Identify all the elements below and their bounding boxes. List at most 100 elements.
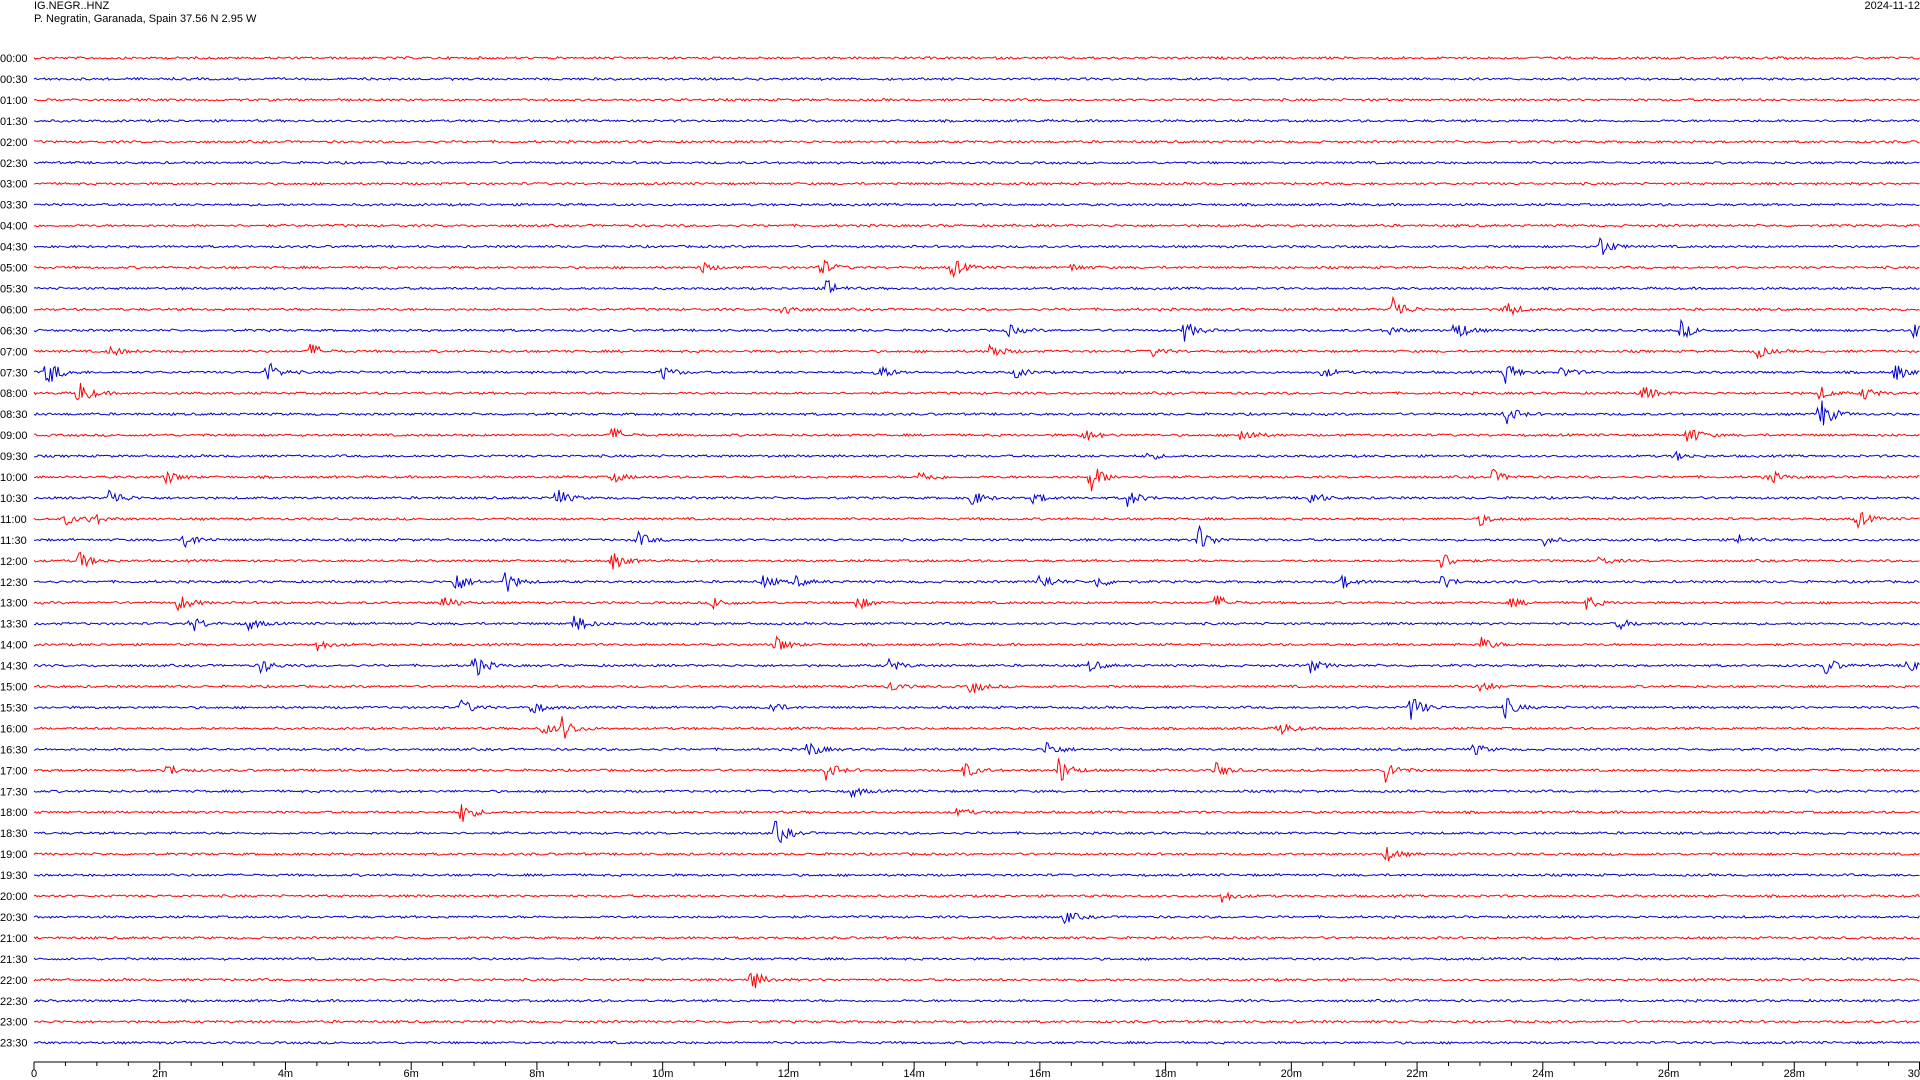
- row-label: 22:30: [0, 996, 28, 1008]
- trace-row-1800: [33, 804, 1920, 822]
- row-label: 11:30: [0, 535, 27, 547]
- row-label: 08:30: [0, 409, 28, 421]
- trace-row-1130: [33, 524, 1920, 549]
- row-label: 06:30: [0, 325, 28, 337]
- row-label: 23:00: [0, 1017, 28, 1029]
- trace-row-0130: [33, 118, 1920, 124]
- trace-row-0500: [33, 259, 1920, 279]
- trace-row-1600: [33, 716, 1920, 739]
- trace-row-0230: [33, 160, 1920, 165]
- row-label: 10:00: [0, 472, 28, 484]
- trace-row-0100: [33, 97, 1920, 103]
- row-label: 08:00: [0, 388, 28, 400]
- trace-row-0200: [33, 139, 1920, 144]
- row-label: 10:30: [0, 493, 28, 505]
- x-tick-label: 24m: [1532, 1068, 1553, 1080]
- trace-row-0630: [33, 318, 1920, 342]
- trace-row-0930: [33, 450, 1920, 461]
- row-label: 04:30: [0, 242, 28, 254]
- plot-date: 2024-11-12: [1864, 0, 1920, 12]
- trace-row-0300: [33, 181, 1920, 186]
- row-label: 03:00: [0, 179, 28, 191]
- trace-row-0700: [34, 343, 1920, 360]
- x-tick-label: 16m: [1029, 1068, 1050, 1080]
- x-tick-label: 10m: [652, 1068, 673, 1080]
- x-tick-label: 2m: [152, 1068, 167, 1080]
- trace-row-2030: [33, 912, 1920, 925]
- trace-row-0800: [33, 382, 1920, 401]
- trace-row-1530: [33, 698, 1920, 720]
- row-label: 17:30: [0, 786, 28, 798]
- trace-row-1630: [33, 741, 1920, 755]
- row-label: 00:30: [0, 74, 28, 86]
- row-label: 01:00: [0, 95, 28, 107]
- row-label: 15:30: [0, 702, 28, 714]
- trace-row-0830: [33, 400, 1920, 426]
- trace-row-1400: [33, 635, 1920, 652]
- trace-row-2330: [33, 1040, 1920, 1045]
- x-tick-label: 4m: [278, 1068, 293, 1080]
- row-label: 21:00: [0, 933, 28, 945]
- row-label: 23:30: [0, 1038, 28, 1050]
- x-tick-label: 26m: [1658, 1068, 1679, 1080]
- trace-row-0900: [34, 428, 1920, 442]
- row-label: 20:30: [0, 912, 28, 924]
- row-label: 02:30: [0, 158, 28, 170]
- row-label: 09:30: [0, 451, 28, 463]
- row-label: 00:00: [0, 53, 28, 65]
- row-label: 16:30: [0, 744, 28, 756]
- row-label: 07:00: [0, 346, 28, 358]
- trace-row-0730: [33, 362, 1920, 384]
- x-tick-label: 0: [31, 1068, 37, 1080]
- row-label: 05:30: [0, 283, 28, 295]
- row-label: 03:30: [0, 200, 28, 212]
- trace-row-1900: [33, 847, 1920, 862]
- trace-row-2300: [33, 1019, 1920, 1024]
- x-tick-label: 12m: [778, 1068, 799, 1080]
- station-description: P. Negratin, Garanada, Spain 37.56 N 2.9…: [34, 13, 257, 25]
- row-label: 21:30: [0, 954, 28, 966]
- x-tick-label: 22m: [1406, 1068, 1427, 1080]
- row-label: 16:00: [0, 723, 28, 735]
- trace-row-1230: [33, 572, 1920, 592]
- x-tick-label: 14m: [903, 1068, 924, 1080]
- x-tick-label: 30: [1908, 1068, 1920, 1080]
- x-tick-label: 20m: [1281, 1068, 1302, 1080]
- trace-row-1500: [33, 681, 1920, 693]
- row-labels: 00:00 00:30 01:00 01:30 02:00 02:30 03:00 03:30…: [0, 53, 28, 1050]
- x-axis: 0 2m 4m 6m 8m 10m 12m 14m 16m 18m 20m 22m 24m 26m 28m 3…: [31, 1061, 1920, 1080]
- row-label: 11:00: [0, 514, 27, 526]
- x-tick-label: 8m: [529, 1068, 544, 1080]
- station-code: IG.NEGR..HNZ: [34, 0, 110, 12]
- row-label: 13:00: [0, 598, 28, 610]
- trace-row-1000: [33, 468, 1920, 492]
- row-label: 20:00: [0, 891, 28, 903]
- trace-row-2100: [33, 935, 1920, 940]
- trace-row-1430: [33, 657, 1920, 677]
- row-label: 18:00: [0, 807, 28, 819]
- row-label: 04:00: [0, 221, 28, 233]
- row-label: 22:00: [0, 975, 28, 987]
- trace-row-0530: [33, 279, 1920, 293]
- row-label: 19:00: [0, 849, 28, 861]
- trace-row-1730: [33, 787, 1920, 799]
- trace-row-2230: [33, 998, 1920, 1003]
- row-label: 15:00: [0, 682, 28, 694]
- row-label: 07:30: [0, 367, 28, 379]
- trace-row-1330: [33, 615, 1920, 632]
- row-label: 09:00: [0, 430, 28, 442]
- trace-row-1700: [33, 758, 1920, 783]
- row-label: 17:00: [0, 765, 28, 777]
- trace-row-1300: [33, 595, 1920, 612]
- row-label: 05:00: [0, 263, 28, 275]
- trace-row-0430: [33, 237, 1920, 255]
- row-label: 19:30: [0, 870, 28, 882]
- row-label: 12:00: [0, 556, 28, 568]
- row-label: 14:00: [0, 640, 28, 652]
- row-label: 01:30: [0, 116, 28, 128]
- row-label: 12:30: [0, 577, 28, 589]
- trace-row-1100: [33, 511, 1920, 530]
- x-tick-label: 28m: [1784, 1068, 1805, 1080]
- trace-row-0600: [33, 295, 1920, 317]
- trace-row-1830: [33, 820, 1920, 844]
